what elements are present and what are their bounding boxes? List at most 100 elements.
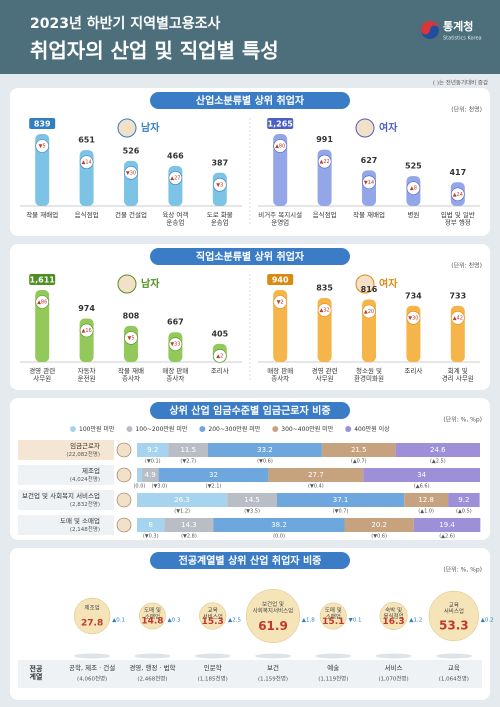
category-label: 건물 건설업: [115, 210, 147, 219]
bubble: [73, 597, 111, 635]
bubble-value: 15.1: [322, 617, 344, 627]
legend-swatch: [272, 426, 279, 432]
change-label: (▼2.1): [206, 484, 222, 490]
change-badge: [124, 166, 138, 180]
legend-swatch: [345, 426, 352, 432]
change-badge: [406, 181, 421, 195]
change-label: ▲20: [364, 309, 374, 315]
change-label: ▲0.3: [168, 618, 181, 624]
segment-label: 24.6: [430, 446, 446, 454]
segment-label: 26.3: [174, 496, 190, 504]
bar: [273, 290, 288, 362]
legend-label: 300~400만원 미만: [281, 425, 333, 433]
row-sublabel: (2,148천명): [70, 525, 100, 533]
change-badge: [317, 303, 332, 317]
category-label: 육상 여객 운송업: [162, 210, 188, 226]
change-label: ▲42: [453, 315, 463, 321]
bar-segment: [168, 443, 209, 457]
value-label: 839: [34, 120, 51, 129]
change-badge: [406, 310, 421, 325]
value-label: 417: [449, 168, 466, 177]
change-label: (▼0.7): [333, 509, 349, 515]
value-label: 525: [405, 162, 422, 171]
value-label: 651: [78, 136, 95, 145]
row-label: 제조업: [82, 467, 100, 475]
bubble: [139, 602, 166, 630]
change-badge: [450, 311, 465, 325]
change-label: ▼3: [216, 182, 223, 188]
major-label: 보건: [267, 663, 279, 672]
bar-segment: [141, 468, 159, 482]
header-title: 2023년 하반기 지역별고용조사: [30, 15, 221, 32]
major-label: 공학, 제조 · 건설: [69, 663, 115, 672]
segment-label: 9.2: [147, 446, 158, 454]
row-icon: [116, 467, 132, 483]
change-label: (▲6.6): [414, 484, 430, 490]
change-label: ▼5: [39, 144, 46, 150]
bubble: [379, 601, 408, 631]
change-label: ▲0.1: [112, 618, 125, 624]
row-label-box: [18, 465, 114, 485]
bar-segment: [363, 468, 480, 482]
change-label: (▼3.0): [152, 484, 168, 490]
category-label: 음식점업: [313, 210, 337, 219]
change-badge: [317, 154, 332, 169]
change-label: ▼33: [170, 342, 180, 348]
category-label: 청소원 및 환경미화원: [354, 366, 384, 382]
section-title: 전공계열별 상위 산업 취업자 비중: [179, 554, 322, 567]
category-label: 조리사: [404, 366, 422, 375]
unit-label: (단위: 천명): [451, 106, 482, 114]
bubble: [428, 590, 479, 642]
bar: [273, 134, 288, 206]
value-label: 991: [316, 135, 333, 144]
bar-segment: [276, 493, 405, 507]
category-label: 병원: [407, 210, 419, 219]
category-label: 입법 및 일반 정부 행정: [441, 210, 475, 226]
bar-segment: [413, 518, 481, 532]
value-label: 387: [211, 158, 228, 167]
unit-label: (단위: %, %p): [443, 416, 482, 424]
change-badge: [79, 323, 94, 338]
category-label: 자동차 운전원: [78, 366, 96, 382]
major-label: 서비스: [385, 663, 403, 672]
row-label-box: [18, 515, 114, 535]
bar-segment: [227, 493, 277, 507]
change-label: (▼0.6): [257, 459, 273, 465]
change-label: (▼2.7): [180, 459, 196, 465]
change-label: (▲0.5): [456, 509, 472, 515]
section-pill: [150, 92, 350, 109]
category-label: 비거주 복지시설 운영업: [258, 210, 302, 226]
bubble-value: 16.3: [382, 617, 404, 627]
change-label: ▼0.1: [348, 618, 361, 624]
segment-label: 37.1: [333, 496, 349, 504]
row-sublabel: (4,024천명): [70, 475, 100, 483]
value-badge: [29, 118, 56, 129]
change-label: (▼0.4): [308, 484, 324, 490]
bar-segment: [137, 443, 169, 457]
segment-label: 20.2: [371, 521, 387, 529]
segment-label: 27.7: [308, 471, 324, 479]
value-label: 627: [361, 156, 378, 165]
change-label: (0.0): [273, 534, 285, 540]
group-label: 남자: [141, 121, 160, 134]
change-label: ▲14: [81, 160, 91, 166]
category-label: 작물 재배 종사자: [118, 366, 144, 382]
figure-shadow: [74, 653, 111, 659]
segment-label: 14.3: [181, 521, 197, 529]
change-badge: [273, 139, 288, 153]
row-label: 보건업 및 사회복지 서비스업: [22, 491, 100, 500]
legend-swatch: [70, 426, 76, 432]
section-title: 산업소분류별 상위 취업자: [196, 94, 305, 107]
value-label: 526: [123, 146, 140, 155]
bar-segment: [404, 493, 449, 507]
change-label: (▼2.8): [181, 534, 197, 540]
change-label: ▲1.8: [302, 618, 315, 624]
row-label: 임금근로자: [70, 441, 100, 450]
unit-label: (단위: %, %p): [443, 566, 482, 574]
bar-segment: [137, 518, 165, 532]
figure-shadow: [134, 653, 171, 659]
bar-segment: [137, 493, 228, 507]
change-label: ▼30: [126, 170, 136, 176]
figure-shadow: [194, 653, 231, 659]
change-badge: [362, 175, 376, 190]
